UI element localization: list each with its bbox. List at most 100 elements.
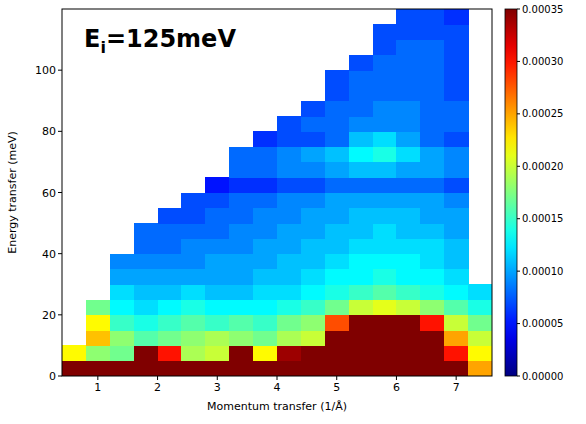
heatmap-cell — [349, 300, 373, 316]
heatmap-cell — [205, 208, 229, 224]
x-tick — [456, 376, 457, 380]
heatmap-cell — [301, 162, 325, 178]
heatmap-cell — [229, 162, 253, 178]
heatmap-cell — [349, 116, 373, 132]
heatmap-cell — [301, 238, 325, 254]
heatmap-cell — [349, 361, 373, 376]
heatmap-cell — [229, 238, 253, 254]
heatmap-cell — [468, 284, 492, 300]
heatmap-cell — [181, 345, 205, 361]
colorbar-tick — [517, 271, 520, 272]
heatmap-cell — [420, 238, 444, 254]
heatmap-cell — [396, 70, 420, 86]
heatmap-cell — [373, 101, 397, 117]
heatmap-cell — [325, 330, 349, 346]
heatmap-cell — [253, 361, 277, 376]
heatmap-cell — [253, 238, 277, 254]
heatmap-cell — [349, 254, 373, 270]
heatmap-cell — [420, 24, 444, 40]
x-tick — [277, 376, 278, 380]
heatmap-cell — [420, 55, 444, 71]
heatmap-cell — [396, 177, 420, 193]
heatmap-cell — [444, 315, 468, 331]
heatmap-cell — [253, 208, 277, 224]
heatmap-cell — [444, 24, 468, 40]
heatmap-cell — [181, 238, 205, 254]
heatmap-cell — [277, 345, 301, 361]
heatmap-cell — [205, 345, 229, 361]
heatmap-cell — [349, 101, 373, 117]
heatmap-cell — [325, 131, 349, 147]
heatmap-cell — [373, 254, 397, 270]
heatmap-cell — [373, 193, 397, 209]
heatmap-cell — [325, 315, 349, 331]
heatmap-cell — [301, 208, 325, 224]
heatmap-cell — [444, 361, 468, 376]
heatmap-cell — [325, 193, 349, 209]
heatmap-cell — [325, 101, 349, 117]
heatmap-cell — [373, 177, 397, 193]
heatmap-cell — [205, 300, 229, 316]
heatmap-cell — [158, 345, 182, 361]
heatmap-cell — [205, 254, 229, 270]
heatmap-cell — [373, 345, 397, 361]
heatmap-cell — [229, 269, 253, 285]
heatmap-cell — [62, 345, 86, 361]
colorbar-tick — [517, 218, 520, 219]
heatmap-cell — [181, 193, 205, 209]
heatmap-cell — [349, 162, 373, 178]
heatmap-cell — [420, 361, 444, 376]
heatmap-cell — [420, 254, 444, 270]
heatmap-cell — [420, 70, 444, 86]
x-tick-label: 3 — [214, 381, 221, 394]
heatmap-cell — [373, 116, 397, 132]
y-tick-label: 60 — [42, 187, 56, 200]
y-tick-label: 20 — [42, 309, 56, 322]
heatmap-cell — [444, 131, 468, 147]
x-tick-label: 4 — [274, 381, 281, 394]
heatmap-cell — [396, 55, 420, 71]
heatmap-cell — [349, 223, 373, 239]
heatmap-cell — [277, 223, 301, 239]
heatmap-cell — [444, 208, 468, 224]
heatmap-cell — [301, 147, 325, 163]
heatmap-cell — [420, 269, 444, 285]
heatmap-cell — [373, 300, 397, 316]
plot-frame — [62, 9, 492, 376]
heatmap-cell — [86, 361, 110, 376]
heatmap-cell — [253, 177, 277, 193]
heatmap-cell — [277, 284, 301, 300]
heatmap-cell — [373, 131, 397, 147]
heatmap-cell — [181, 208, 205, 224]
annotation: Ei=125meV — [84, 25, 236, 57]
x-tick-label: 2 — [154, 381, 161, 394]
heatmap-cell — [301, 223, 325, 239]
heatmap-cell — [420, 315, 444, 331]
y-axis-title: Energy transfer (meV) — [6, 131, 19, 254]
heatmap-cell — [396, 85, 420, 101]
heatmap-cell — [134, 330, 158, 346]
heatmap-cell — [444, 147, 468, 163]
heatmap-cell — [420, 177, 444, 193]
heatmap-cell — [301, 177, 325, 193]
heatmap-cell — [444, 300, 468, 316]
heatmap-cell — [396, 361, 420, 376]
colorbar-tick — [517, 376, 520, 377]
heatmap-cell — [134, 254, 158, 270]
y-tick — [58, 192, 62, 193]
x-tick-label: 7 — [453, 381, 460, 394]
heatmap-cell — [373, 330, 397, 346]
heatmap-cells — [62, 9, 492, 376]
heatmap-cell — [229, 284, 253, 300]
heatmap-cell — [158, 361, 182, 376]
heatmap-cell — [205, 223, 229, 239]
heatmap-cell — [396, 300, 420, 316]
heatmap-cell — [420, 330, 444, 346]
heatmap-cell — [253, 193, 277, 209]
heatmap-cell — [134, 269, 158, 285]
heatmap-cell — [229, 361, 253, 376]
heatmap-cell — [158, 223, 182, 239]
heatmap-cell — [277, 269, 301, 285]
heatmap-cell — [134, 315, 158, 331]
heatmap-cell — [110, 345, 134, 361]
